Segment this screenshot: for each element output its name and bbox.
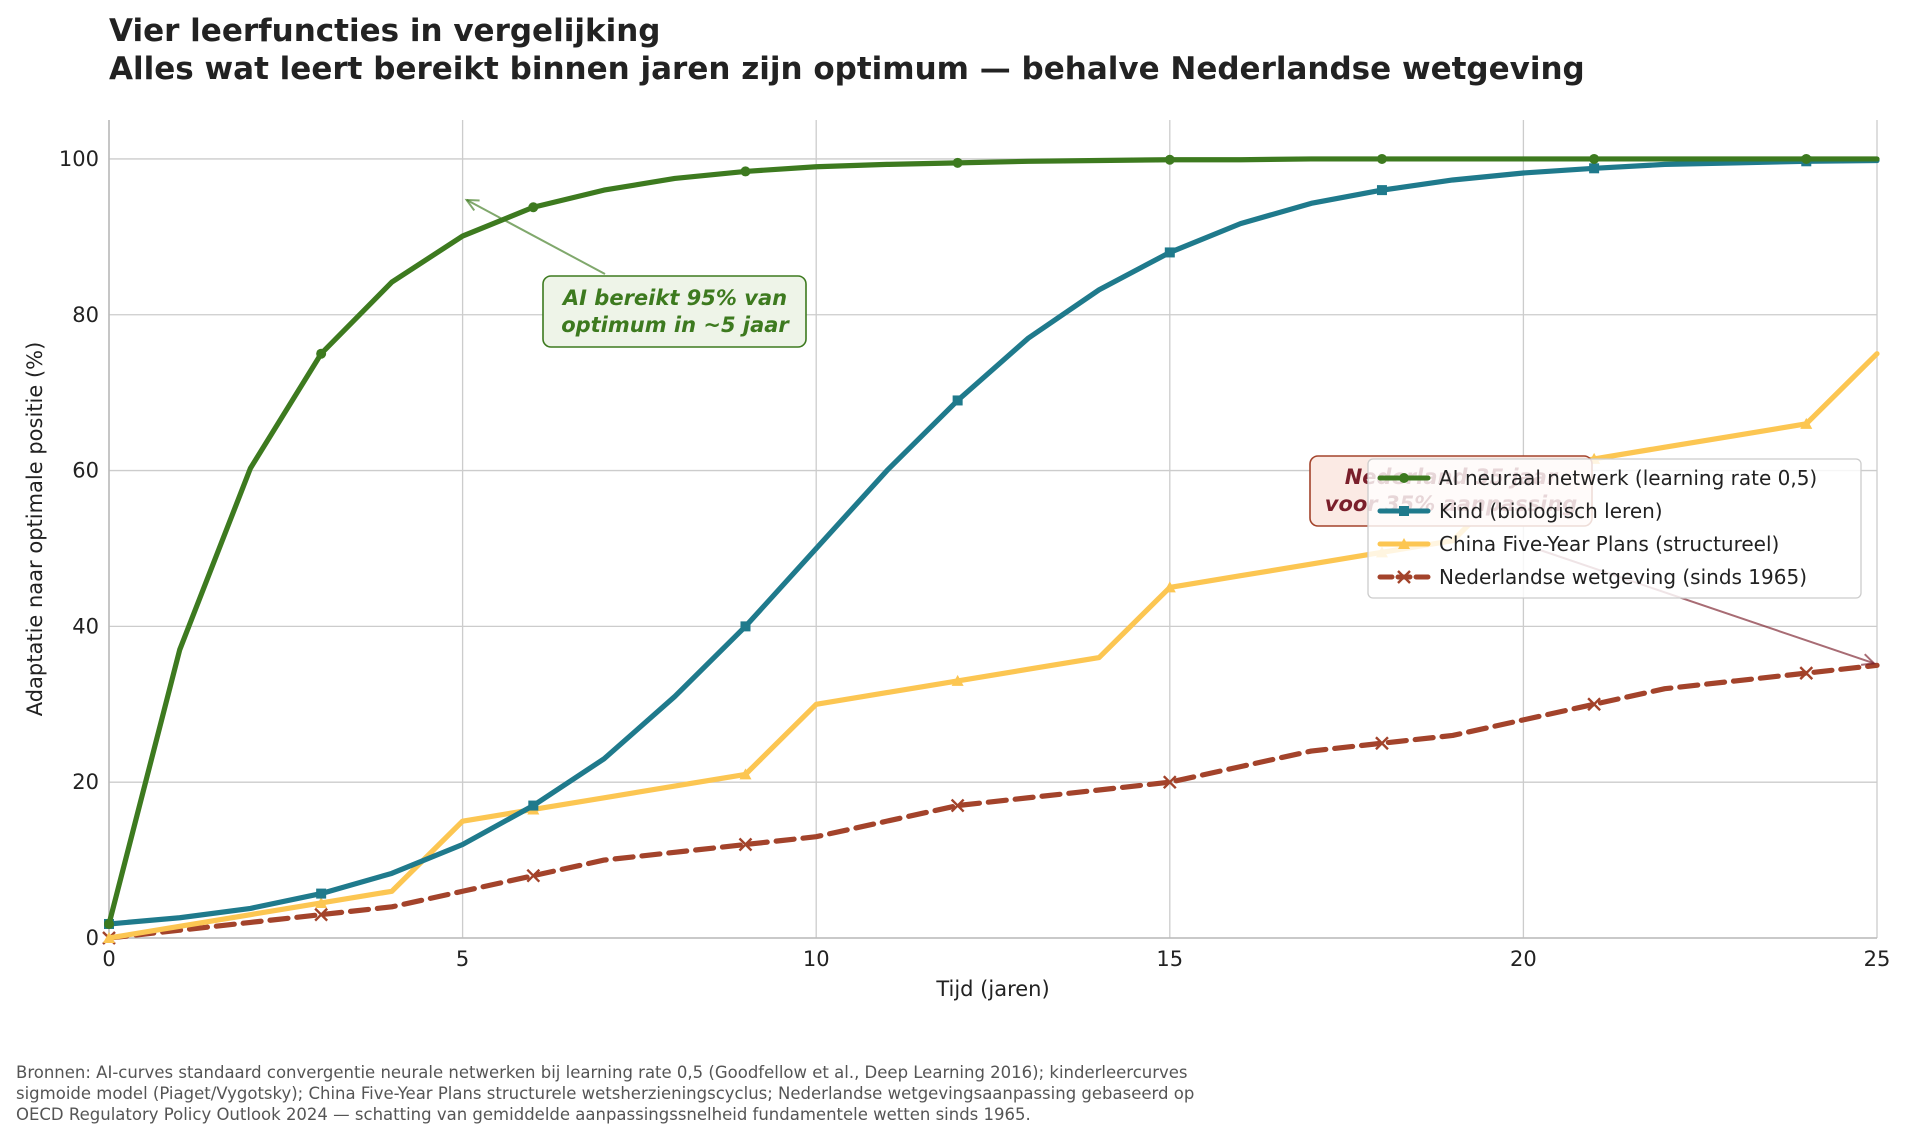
- annotation-arrow-head: [464, 198, 480, 212]
- series-line: [106, 156, 1880, 927]
- data-point: [1164, 154, 1175, 165]
- x-tick-label: 15: [1156, 947, 1183, 971]
- data-point: [952, 157, 963, 168]
- legend-marker: [1399, 473, 1409, 483]
- data-point: [740, 621, 751, 632]
- legend: AI neuraal netwerk (learning rate 0,5) Ki…: [1367, 458, 1862, 599]
- legend-item: Nederlandse wetgeving (sinds 1965): [1377, 565, 1807, 589]
- data-point: [1589, 163, 1600, 174]
- data-point: [1376, 153, 1387, 164]
- data-point: [1801, 153, 1812, 164]
- series-line: [106, 157, 1880, 927]
- data-point: [528, 202, 539, 213]
- data-point: [1800, 417, 1813, 429]
- series-line: [106, 662, 1880, 941]
- ai-annotation: AI bereikt 95% van optimum in ~5 jaar: [542, 275, 807, 348]
- x-tick-label: 10: [803, 947, 830, 971]
- legend-box: [1367, 458, 1862, 599]
- annotation-text: optimum in ~5 jaar: [561, 313, 790, 337]
- line-chart: 0 5 10 15 20 25 0 20 40 60 80 100 Tijd (jaren) Adapta…: [23, 120, 1891, 1001]
- data-point: [950, 798, 965, 813]
- legend-item: Kind (biologisch leren): [1377, 499, 1663, 523]
- y-tick-label: 100: [59, 147, 99, 171]
- y-tick-label: 0: [86, 926, 99, 950]
- x-axis-label: Tijd (jaren): [935, 977, 1049, 1001]
- y-tick-label: 60: [72, 459, 99, 483]
- legend-label: China Five-Year Plans (structureel): [1439, 532, 1779, 556]
- series-3: [102, 662, 1880, 945]
- source-line: sigmoide model (Piaget/Vygotsky); China …: [16, 1084, 1195, 1103]
- data-point: [314, 907, 329, 922]
- data-point: [1587, 697, 1601, 712]
- source-line: Bronnen: AI-curves standaard convergenti…: [16, 1063, 1188, 1082]
- ai-annotation-arrow: [464, 198, 606, 275]
- data-point: [1164, 247, 1175, 258]
- data-point: [103, 932, 115, 943]
- annotation-arrow-head: [1860, 653, 1877, 666]
- source-line: OECD Regulatory Policy Outlook 2024 — sc…: [16, 1105, 1031, 1124]
- data-point: [315, 896, 328, 908]
- legend-item: AI neuraal netwerk (learning rate 0,5): [1377, 466, 1817, 490]
- data-point: [1163, 581, 1176, 593]
- x-tick-label: 5: [456, 947, 469, 971]
- chart-subtitle: Alles wat leert bereikt binnen jaren zij…: [109, 51, 1585, 87]
- data-point: [526, 868, 541, 883]
- series-2: [103, 351, 1880, 943]
- x-tick-label: 25: [1864, 947, 1891, 971]
- series-0: [104, 153, 1880, 929]
- data-point: [104, 918, 114, 929]
- legend-label: AI neuraal netwerk (learning rate 0,5): [1439, 466, 1817, 490]
- y-tick-label: 40: [72, 614, 99, 638]
- x-tick-label: 20: [1510, 947, 1537, 971]
- source-note: Bronnen: AI-curves standaard convergenti…: [16, 1062, 1194, 1125]
- legend-marker: [1398, 538, 1410, 549]
- data-point: [528, 800, 539, 811]
- data-point: [951, 674, 964, 686]
- legend-marker: [1399, 506, 1409, 516]
- annotation-text: AI bereikt 95% van: [561, 286, 787, 310]
- legend-item: China Five-Year Plans (structureel): [1377, 532, 1779, 556]
- data-point: [1799, 666, 1814, 680]
- annotation-box: [542, 275, 807, 348]
- data-point: [738, 837, 753, 852]
- y-axis-label: Adaptatie naar optimale positie (%): [23, 342, 47, 717]
- data-point: [1375, 736, 1389, 751]
- data-point: [316, 888, 327, 899]
- y-tick-label: 80: [72, 303, 99, 327]
- data-point: [316, 348, 327, 359]
- y-tick-label: 20: [72, 770, 99, 794]
- data-point: [1376, 185, 1387, 196]
- legend-marker: [1397, 570, 1411, 584]
- data-point: [952, 395, 963, 406]
- data-point: [740, 166, 751, 177]
- data-point: [1589, 153, 1600, 164]
- annotation-arrow-line: [466, 199, 606, 275]
- legend-label: Nederlandse wetgeving (sinds 1965): [1439, 565, 1807, 589]
- chart-title: Vier leerfuncties in vergelijking: [109, 13, 661, 49]
- legend-label: Kind (biologisch leren): [1439, 499, 1663, 523]
- chart-title-block: Vier leerfuncties in vergelijking Alles …: [109, 12, 1585, 88]
- data-point: [739, 768, 752, 780]
- data-point: [1162, 775, 1177, 790]
- x-tick-label: 0: [102, 947, 115, 971]
- series-line: [106, 351, 1880, 941]
